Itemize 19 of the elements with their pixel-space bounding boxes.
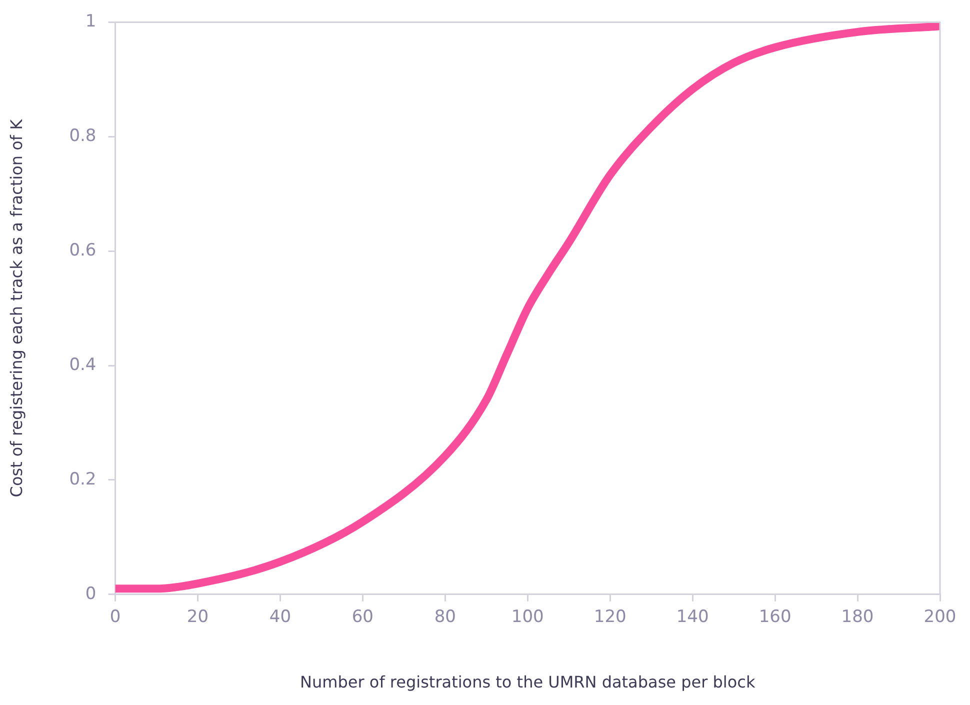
y-tick-label: 1 — [85, 12, 96, 32]
x-tick-label: 140 — [676, 607, 709, 628]
x-tick-label: 20 — [186, 607, 209, 628]
x-axis-title: Number of registrations to the UMRN database per block — [300, 672, 756, 692]
x-tick-label: 200 — [924, 607, 956, 628]
y-axis-title: Cost of registering each track as a fraction of K — [6, 118, 26, 498]
x-tick-label: 160 — [758, 607, 792, 628]
x-tick-label: 100 — [511, 607, 544, 628]
x-tick-label: 60 — [352, 607, 374, 628]
y-tick-label: 0.8 — [69, 126, 96, 146]
x-tick-label: 40 — [269, 607, 292, 628]
y-tick-label: 0 — [85, 584, 96, 604]
x-tick-label: 0 — [110, 607, 121, 628]
x-tick-label: 120 — [594, 607, 626, 628]
x-tick-label: 80 — [434, 607, 456, 628]
y-tick-label: 0.4 — [69, 354, 96, 375]
y-tick-label: 0.6 — [69, 240, 96, 260]
y-tick-label: 0.2 — [69, 469, 96, 490]
x-tick-label: 180 — [841, 607, 874, 628]
